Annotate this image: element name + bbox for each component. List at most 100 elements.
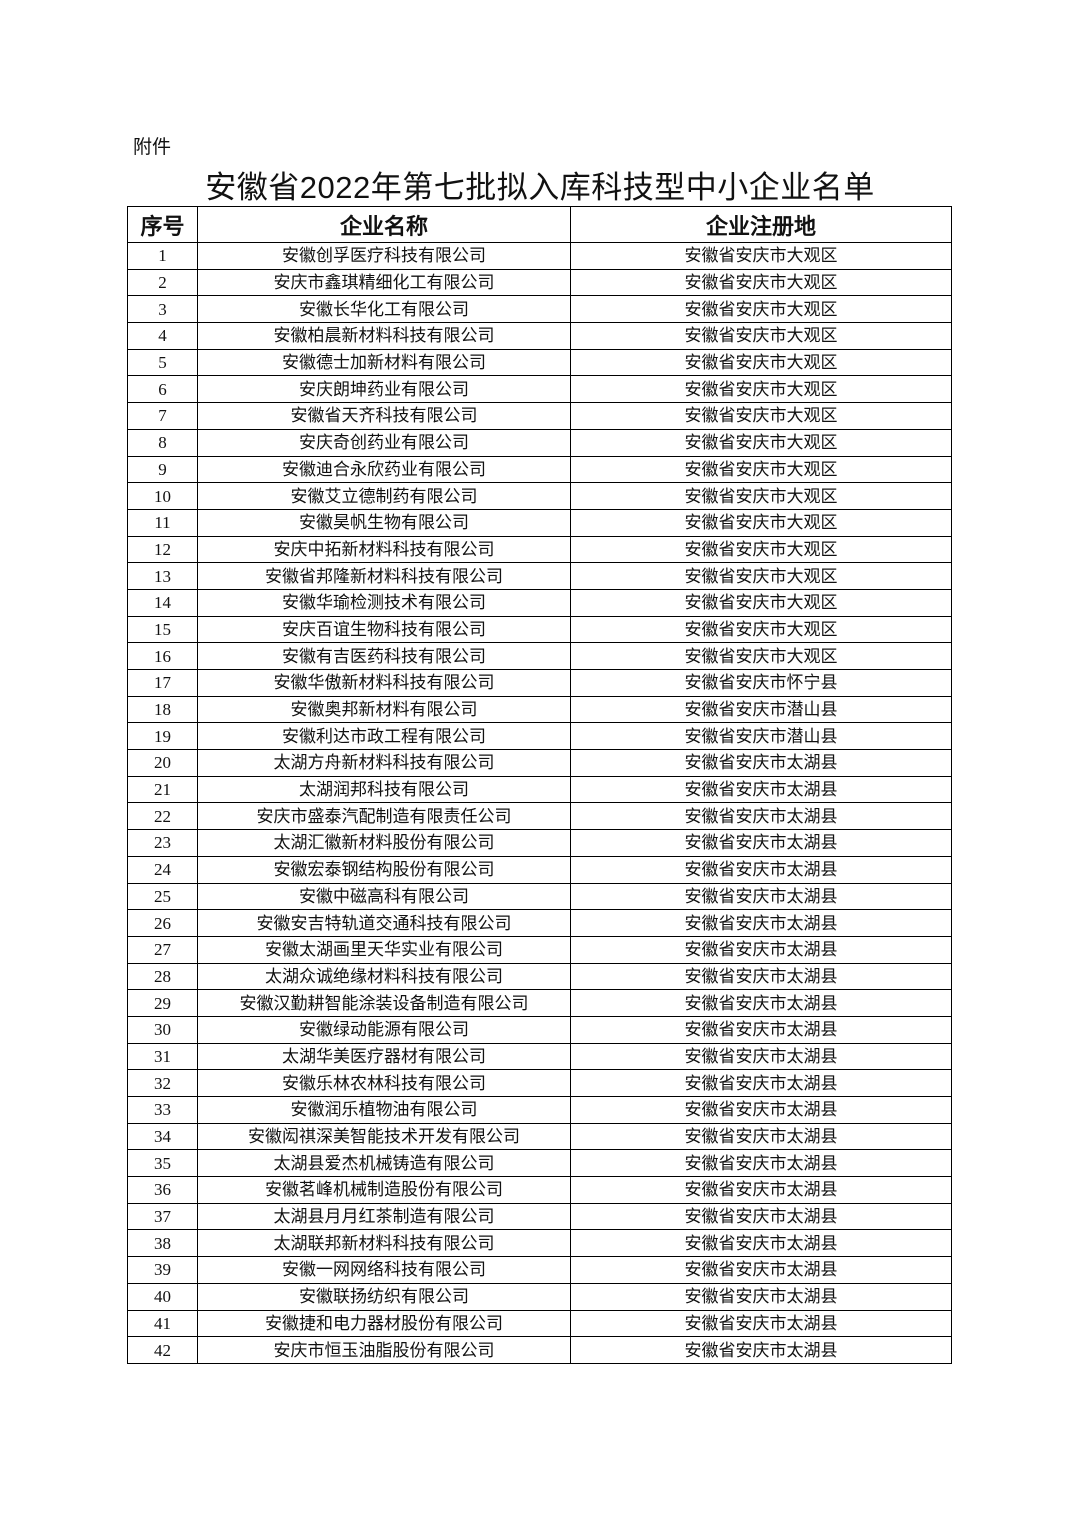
table-row: 33 安徽润乐植物油有限公司 安徽省安庆市太湖县	[127, 1096, 952, 1124]
cell-registration-place: 安徽省安庆市大观区	[570, 295, 952, 324]
cell-company-name: 安徽安吉特轨道交通科技有限公司	[197, 909, 571, 937]
cell-registration-place: 安徽省安庆市潜山县	[570, 722, 952, 751]
cell-registration-place: 安徽省安庆市太湖县	[570, 1256, 952, 1284]
cell-company-name: 安徽汉勤耕智能涂装设备制造有限公司	[197, 989, 571, 1017]
cell-registration-place: 安徽省安庆市大观区	[570, 562, 952, 590]
cell-registration-place: 安徽省安庆市太湖县	[570, 909, 952, 937]
cell-index: 28	[127, 962, 198, 991]
cell-index: 15	[127, 615, 198, 644]
cell-company-name: 安徽有吉医药科技有限公司	[197, 642, 571, 670]
cell-registration-place: 安徽省安庆市太湖县	[570, 882, 952, 911]
cell-registration-place: 安徽省安庆市大观区	[570, 428, 952, 457]
table-row: 9 安徽迪合永欣药业有限公司 安徽省安庆市大观区	[127, 455, 952, 484]
cell-index: 3	[127, 295, 198, 324]
attachment-label: 附件	[133, 137, 172, 158]
cell-company-name: 安庆奇创药业有限公司	[197, 428, 571, 457]
cell-registration-place: 安徽省安庆市大观区	[570, 508, 952, 537]
table-row: 36 安徽茗峰机械制造股份有限公司 安徽省安庆市太湖县	[127, 1176, 952, 1204]
cell-company-name: 安徽一网网络科技有限公司	[197, 1256, 571, 1284]
cell-registration-place: 安徽省安庆市太湖县	[570, 1309, 952, 1338]
table-row: 15 安庆百谊生物科技有限公司 安徽省安庆市大观区	[127, 615, 952, 644]
cell-index: 17	[127, 669, 198, 697]
cell-index: 24	[127, 855, 198, 884]
cell-company-name: 安徽华瑜检测技术有限公司	[197, 588, 571, 617]
cell-company-name: 太湖华美医疗器材有限公司	[197, 1042, 571, 1071]
cell-registration-place: 安徽省安庆市太湖县	[570, 1229, 952, 1258]
cell-index: 31	[127, 1042, 198, 1071]
table-row: 3 安徽长华化工有限公司 安徽省安庆市大观区	[127, 295, 952, 324]
cell-registration-place: 安徽省安庆市太湖县	[570, 1069, 952, 1097]
cell-index: 34	[127, 1122, 198, 1151]
cell-registration-place: 安徽省安庆市大观区	[570, 642, 952, 670]
cell-company-name: 安徽省邦隆新材料科技有限公司	[197, 562, 571, 590]
cell-company-name: 太湖县月月红茶制造有限公司	[197, 1202, 571, 1231]
table-row: 23 太湖汇徽新材料股份有限公司 安徽省安庆市太湖县	[127, 829, 952, 857]
cell-company-name: 安徽省天齐科技有限公司	[197, 402, 571, 430]
table-row: 40 安徽联扬纺织有限公司 安徽省安庆市太湖县	[127, 1282, 952, 1311]
cell-index: 30	[127, 1015, 198, 1044]
cell-registration-place: 安徽省安庆市大观区	[570, 588, 952, 617]
table-row: 14 安徽华瑜检测技术有限公司 安徽省安庆市大观区	[127, 588, 952, 617]
cell-registration-place: 安徽省安庆市太湖县	[570, 1149, 952, 1178]
table-row: 21 太湖润邦科技有限公司 安徽省安庆市太湖县	[127, 775, 952, 804]
cell-registration-place: 安徽省安庆市太湖县	[570, 1336, 952, 1364]
cell-company-name: 安徽乐林农林科技有限公司	[197, 1069, 571, 1097]
cell-index: 14	[127, 588, 198, 617]
cell-index: 35	[127, 1149, 198, 1178]
cell-index: 6	[127, 375, 198, 404]
cell-company-name: 安徽捷和电力器材股份有限公司	[197, 1309, 571, 1338]
table-row: 13 安徽省邦隆新材料科技有限公司 安徽省安庆市大观区	[127, 562, 952, 590]
table-row: 39 安徽一网网络科技有限公司 安徽省安庆市太湖县	[127, 1256, 952, 1284]
cell-registration-place: 安徽省安庆市大观区	[570, 375, 952, 404]
table-row: 1 安徽创孚医疗科技有限公司 安徽省安庆市大观区	[127, 242, 952, 270]
cell-index: 7	[127, 402, 198, 430]
cell-company-name: 安徽奥邦新材料有限公司	[197, 695, 571, 724]
cell-registration-place: 安徽省安庆市太湖县	[570, 1096, 952, 1124]
header-company-name: 企业名称	[197, 206, 571, 243]
table-header-row: 序号 企业名称 企业注册地	[127, 206, 952, 243]
cell-index: 5	[127, 348, 198, 377]
table-row: 32 安徽乐林农林科技有限公司 安徽省安庆市太湖县	[127, 1069, 952, 1097]
table-row: 35 太湖县爱杰机械铸造有限公司 安徽省安庆市太湖县	[127, 1149, 952, 1178]
table-row: 11 安徽昊帆生物有限公司 安徽省安庆市大观区	[127, 508, 952, 537]
header-registration-place: 企业注册地	[570, 206, 952, 243]
cell-registration-place: 安徽省安庆市太湖县	[570, 829, 952, 857]
cell-registration-place: 安徽省安庆市大观区	[570, 268, 952, 297]
cell-registration-place: 安徽省安庆市太湖县	[570, 962, 952, 991]
cell-index: 19	[127, 722, 198, 751]
cell-company-name: 安徽太湖画里天华实业有限公司	[197, 935, 571, 964]
cell-registration-place: 安徽省安庆市太湖县	[570, 855, 952, 884]
cell-index: 11	[127, 508, 198, 537]
cell-registration-place: 安徽省安庆市大观区	[570, 242, 952, 270]
cell-company-name: 安徽长华化工有限公司	[197, 295, 571, 324]
cell-company-name: 安徽茗峰机械制造股份有限公司	[197, 1176, 571, 1204]
table-row: 8 安庆奇创药业有限公司 安徽省安庆市大观区	[127, 428, 952, 457]
cell-registration-place: 安徽省安庆市大观区	[570, 535, 952, 564]
cell-registration-place: 安徽省安庆市太湖县	[570, 802, 952, 831]
cell-company-name: 安徽华傲新材料科技有限公司	[197, 669, 571, 697]
cell-company-name: 安徽润乐植物油有限公司	[197, 1096, 571, 1124]
table-row: 4 安徽柏晨新材料科技有限公司 安徽省安庆市大观区	[127, 322, 952, 350]
cell-registration-place: 安徽省安庆市太湖县	[570, 1015, 952, 1044]
table-row: 25 安徽中磁高科有限公司 安徽省安庆市太湖县	[127, 882, 952, 911]
cell-index: 27	[127, 935, 198, 964]
table-row: 37 太湖县月月红茶制造有限公司 安徽省安庆市太湖县	[127, 1202, 952, 1231]
cell-registration-place: 安徽省安庆市太湖县	[570, 989, 952, 1017]
cell-registration-place: 安徽省安庆市太湖县	[570, 1042, 952, 1071]
table-row: 7 安徽省天齐科技有限公司 安徽省安庆市大观区	[127, 402, 952, 430]
table-row: 10 安徽艾立德制药有限公司 安徽省安庆市大观区	[127, 482, 952, 510]
cell-registration-place: 安徽省安庆市太湖县	[570, 775, 952, 804]
header-index: 序号	[127, 206, 198, 243]
cell-index: 29	[127, 989, 198, 1017]
cell-company-name: 太湖润邦科技有限公司	[197, 775, 571, 804]
cell-company-name: 太湖县爱杰机械铸造有限公司	[197, 1149, 571, 1178]
table-row: 22 安庆市盛泰汽配制造有限责任公司 安徽省安庆市太湖县	[127, 802, 952, 831]
cell-index: 22	[127, 802, 198, 831]
table-row: 26 安徽安吉特轨道交通科技有限公司 安徽省安庆市太湖县	[127, 909, 952, 937]
cell-index: 21	[127, 775, 198, 804]
cell-index: 8	[127, 428, 198, 457]
table-row: 20 太湖方舟新材料科技有限公司 安徽省安庆市太湖县	[127, 749, 952, 777]
cell-index: 33	[127, 1096, 198, 1124]
cell-registration-place: 安徽省安庆市太湖县	[570, 1122, 952, 1151]
cell-company-name: 安徽柏晨新材料科技有限公司	[197, 322, 571, 350]
